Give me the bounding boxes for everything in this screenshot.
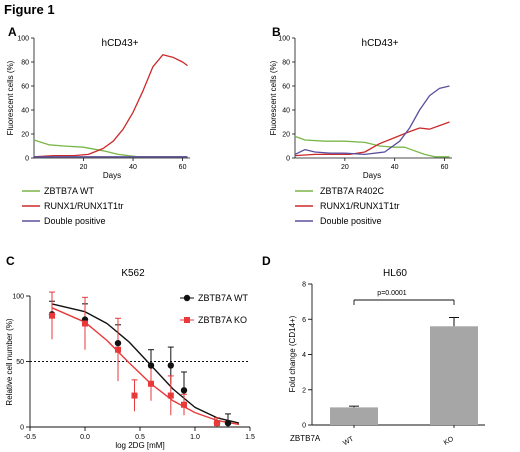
panel-letter-a: A (8, 25, 17, 39)
x-tick-label: 20 (80, 164, 88, 171)
y-tick-label: 60 (282, 84, 290, 91)
y-tick-label: 40 (282, 108, 290, 115)
x-tick-label: 40 (391, 164, 399, 171)
data-point (214, 420, 220, 427)
panel-letter-d: D (262, 254, 271, 268)
fit-curve (51, 307, 240, 426)
data-point (181, 401, 187, 408)
x-tick-label: 1.5 (245, 434, 255, 441)
x-axis-label: Days (363, 171, 381, 180)
x-tick-label: 40 (129, 164, 137, 171)
y-axis-label: Fold change (CD14+) (288, 315, 297, 392)
data-point (49, 312, 55, 319)
chart-panel-b: hCD43+ 0 20 40 60 80 100 20 40 60 Days Fluoresce… (269, 36, 452, 226)
x-tick-label: 20 (341, 164, 349, 171)
x-axis-label: log 2DG [mM] (115, 441, 164, 450)
x-axis-label: Days (103, 171, 121, 180)
y-axis-label: Relative cell number (%) (5, 318, 14, 405)
figure-title: Figure 1 (4, 2, 55, 17)
chart-panel-c: K562 0 50 100 -0.5 0.0 0.5 1.0 1.5 log 2DG [mM]… (5, 268, 255, 450)
series-line (33, 54, 188, 158)
significance-label: p=0.0001 (377, 290, 406, 297)
series-line (294, 135, 450, 158)
data-point (115, 346, 121, 353)
legend-label: RUNX1/RUNX1T1tr (320, 201, 400, 211)
chart-title: hCD43+ (102, 38, 139, 49)
data-point (148, 380, 154, 387)
x-tick-label: KO (443, 435, 456, 446)
data-point (167, 392, 174, 399)
chart-title: K562 (121, 268, 145, 279)
panel-letter-c: C (6, 254, 15, 268)
legend-label: ZBTB7A KO (198, 315, 247, 325)
y-axis-label: Fluorescent cells (%) (6, 60, 15, 135)
x-tick-label: 0.0 (80, 434, 90, 441)
legend-label: ZBTB7A WT (44, 186, 95, 196)
chart-panel-a: hCD43+ 0 20 40 60 80 100 20 40 60 Days Fluoresce… (6, 36, 190, 226)
chart-title: hCD43+ (362, 38, 399, 49)
bar (430, 326, 478, 425)
y-tick-label: 100 (17, 36, 29, 43)
y-tick-label: 20 (282, 132, 290, 139)
y-tick-label: 100 (12, 294, 24, 301)
y-tick-label: 4 (302, 352, 306, 359)
series-line (294, 85, 450, 156)
chart-title: HL60 (383, 268, 407, 279)
x-tick-label: 60 (441, 164, 449, 171)
y-tick-label: 80 (21, 60, 29, 67)
y-tick-label: 8 (302, 282, 306, 289)
x-tick-label: WT (342, 435, 356, 447)
x-tick-label: -0.5 (24, 434, 36, 441)
legend-label: ZBTB7A WT (198, 293, 249, 303)
legend-label: RUNX1/RUNX1T1tr (44, 201, 124, 211)
legend-label: Double positive (320, 216, 382, 226)
y-tick-label: 20 (21, 132, 29, 139)
x-axis-label: ZBTB7A (290, 434, 321, 443)
legend-label: ZBTB7A R402C (320, 186, 385, 196)
y-tick-label: 50 (16, 359, 24, 366)
legend: ZBTB7A WT ZBTB7A KO (180, 293, 249, 325)
chart-panel-d: HL60 0 2 4 6 8 WT KO p=0.0001 ZBTB7A Fold cha… (288, 268, 485, 447)
data-point (167, 362, 174, 369)
y-tick-label: 2 (302, 387, 306, 394)
data-point (82, 320, 88, 327)
data-point (114, 339, 122, 347)
x-tick-label: 0.5 (135, 434, 145, 441)
data-point (180, 387, 188, 394)
x-tick-label: 60 (179, 164, 187, 171)
y-tick-label: 40 (21, 108, 29, 115)
legend-label: Double positive (44, 216, 106, 226)
legend-marker-wt (183, 294, 191, 302)
y-tick-label: 60 (21, 84, 29, 91)
data-point (131, 392, 138, 399)
y-axis-label: Fluorescent cells (%) (269, 60, 278, 135)
y-tick-label: 100 (278, 36, 290, 43)
y-tick-label: 0 (286, 156, 290, 163)
x-tick-label: 1.0 (190, 434, 200, 441)
legend-marker-ko (184, 317, 190, 323)
bar (330, 407, 378, 425)
panel-letter-b: B (272, 25, 281, 39)
y-tick-label: 0 (302, 423, 306, 430)
y-tick-label: 6 (302, 317, 306, 324)
data-point (224, 419, 232, 427)
data-point (147, 362, 155, 369)
y-tick-label: 80 (282, 60, 290, 67)
y-tick-label: 0 (25, 156, 29, 163)
series-line (294, 121, 450, 157)
legend: ZBTB7A WT RUNX1/RUNX1T1tr Double positiv… (22, 186, 124, 226)
y-tick-label: 0 (20, 425, 24, 432)
legend: ZBTB7A R402C RUNX1/RUNX1T1tr Double posi… (295, 186, 400, 226)
